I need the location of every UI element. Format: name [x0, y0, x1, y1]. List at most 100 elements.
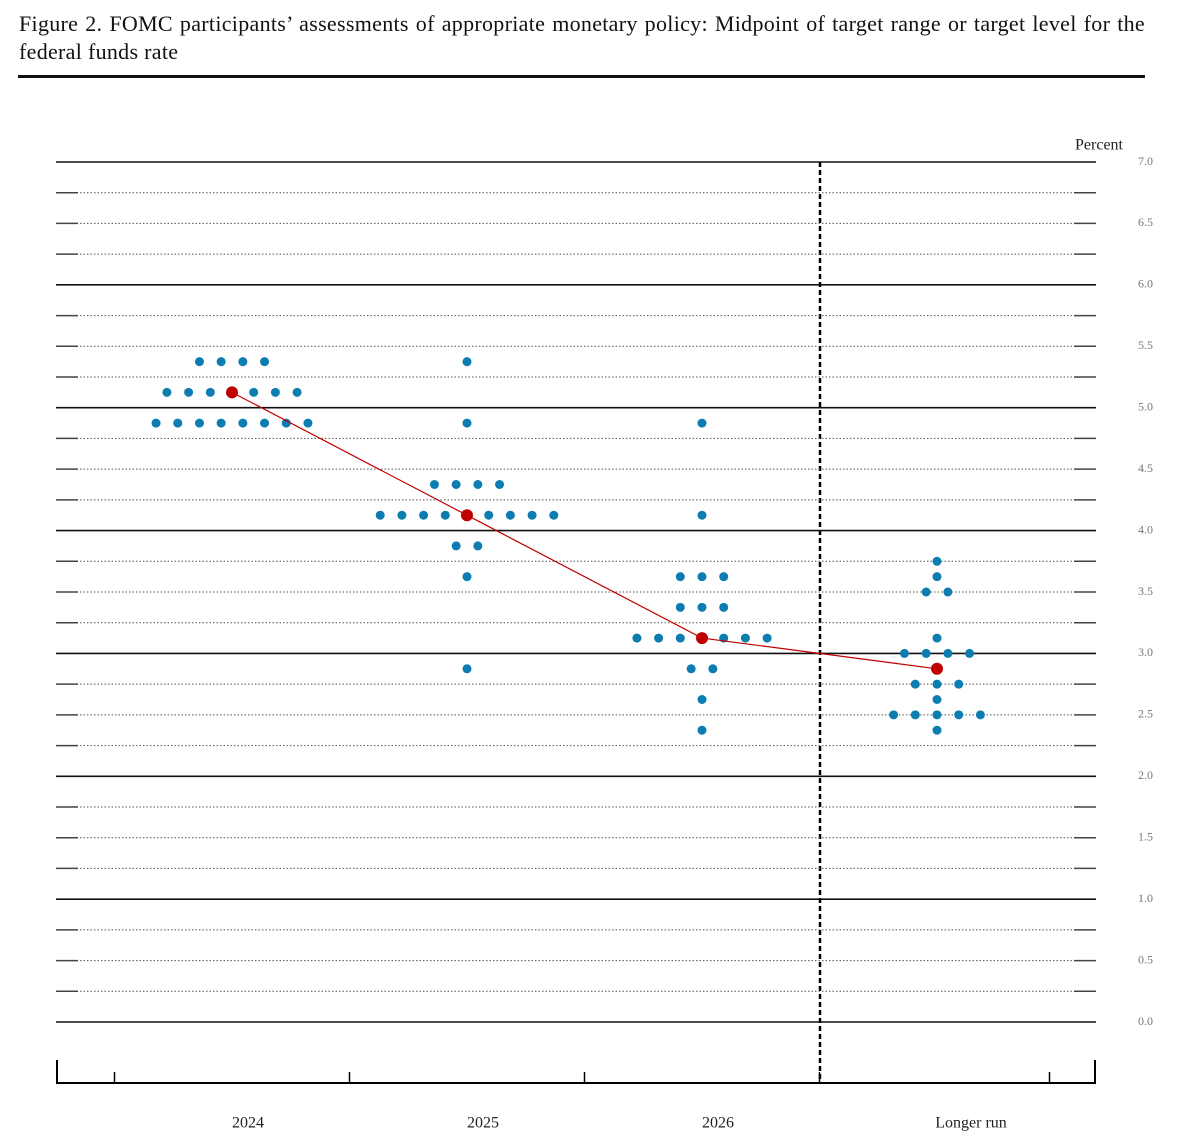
- dot: [375, 510, 385, 520]
- median-dot: [226, 386, 238, 399]
- dot: [249, 387, 259, 397]
- dot: [462, 418, 472, 428]
- dot: [910, 679, 920, 689]
- dot: [762, 633, 772, 643]
- dot: [216, 418, 226, 428]
- dot: [527, 510, 537, 520]
- dot: [932, 725, 942, 735]
- dot: [549, 510, 559, 520]
- dot: [473, 541, 483, 551]
- dot: [910, 710, 920, 720]
- y-tick-label: 3.5: [1138, 584, 1153, 598]
- dot: [397, 510, 407, 520]
- dot: [451, 480, 461, 489]
- dot: [205, 387, 215, 397]
- y-tick-label: 4.0: [1138, 522, 1153, 536]
- dot: [932, 633, 942, 643]
- dot: [429, 480, 439, 489]
- dot: [260, 418, 270, 428]
- dot: [943, 648, 953, 658]
- dot: [484, 510, 494, 520]
- dot: [932, 572, 942, 582]
- dot: [697, 572, 707, 582]
- dot: [932, 556, 942, 566]
- dot: [675, 572, 685, 582]
- dot: [719, 602, 729, 612]
- dot: [216, 357, 226, 367]
- y-tick-label: 2.5: [1138, 707, 1153, 721]
- dot: [281, 418, 291, 428]
- dot: [943, 587, 953, 597]
- dot: [954, 710, 964, 720]
- dot: [740, 633, 750, 643]
- x-tick-label: 2026: [702, 1115, 734, 1132]
- y-tick-label: 0.5: [1138, 952, 1153, 966]
- dot: [932, 695, 942, 704]
- y-tick-label: 7.0: [1138, 154, 1153, 168]
- dot: [719, 572, 729, 582]
- dot: [954, 679, 964, 689]
- dot: [697, 602, 707, 612]
- y-tick-label: 1.5: [1138, 829, 1153, 843]
- y-tick-label: 2.0: [1138, 768, 1153, 782]
- dot: [440, 510, 450, 520]
- dot: [184, 387, 194, 397]
- dot: [451, 541, 461, 551]
- dot: [921, 587, 931, 597]
- median-line: [231, 391, 938, 670]
- dot: [419, 510, 429, 520]
- median-dot: [931, 662, 943, 675]
- dot: [675, 602, 685, 612]
- dot: [965, 648, 975, 658]
- dot: [975, 710, 985, 720]
- dot: [473, 480, 483, 489]
- dot: [697, 695, 707, 704]
- dot: [889, 710, 899, 720]
- dot: [194, 357, 204, 367]
- dot: [270, 387, 280, 397]
- dot: [292, 387, 302, 397]
- x-tick-label: 2025: [467, 1115, 499, 1132]
- dot: [654, 633, 664, 643]
- dot: [462, 664, 472, 674]
- dot: [505, 510, 515, 520]
- dot: [675, 633, 685, 643]
- dot: [686, 664, 696, 674]
- y-tick-label: 5.0: [1138, 399, 1153, 413]
- dot: [495, 480, 505, 489]
- dot: [632, 633, 642, 643]
- dot: [194, 418, 204, 428]
- dot: [899, 648, 909, 658]
- median-dot: [696, 632, 708, 645]
- dot: [921, 648, 931, 658]
- dot: [462, 357, 472, 367]
- y-tick-label: 1.0: [1138, 891, 1153, 905]
- y-tick-label: 5.5: [1138, 338, 1153, 352]
- dot: [462, 572, 472, 582]
- dot: [697, 510, 707, 520]
- median-dot: [461, 509, 473, 522]
- dot: [238, 418, 248, 428]
- dot: [932, 679, 942, 689]
- dot: [173, 418, 183, 428]
- y-axis-label: Percent: [1075, 137, 1124, 154]
- y-tick-label: 6.5: [1138, 215, 1153, 229]
- y-tick-label: 4.5: [1138, 461, 1153, 475]
- dot: [260, 357, 270, 367]
- title-rule: [18, 75, 1145, 78]
- dot: [697, 418, 707, 428]
- y-tick-label: 6.0: [1138, 277, 1153, 291]
- dot: [932, 710, 942, 720]
- dot: [303, 418, 313, 428]
- y-tick-label: 3.0: [1138, 645, 1153, 659]
- y-tick-label: 0.0: [1138, 1014, 1153, 1028]
- dot: [162, 387, 172, 397]
- x-tick-label: 2024: [232, 1115, 264, 1132]
- dot: [708, 664, 718, 674]
- chart-title: Figure 2. FOMC participants’ assessments…: [19, 11, 1145, 64]
- x-tick-label: Longer run: [935, 1115, 1007, 1132]
- dot: [151, 418, 161, 428]
- dot: [238, 357, 248, 367]
